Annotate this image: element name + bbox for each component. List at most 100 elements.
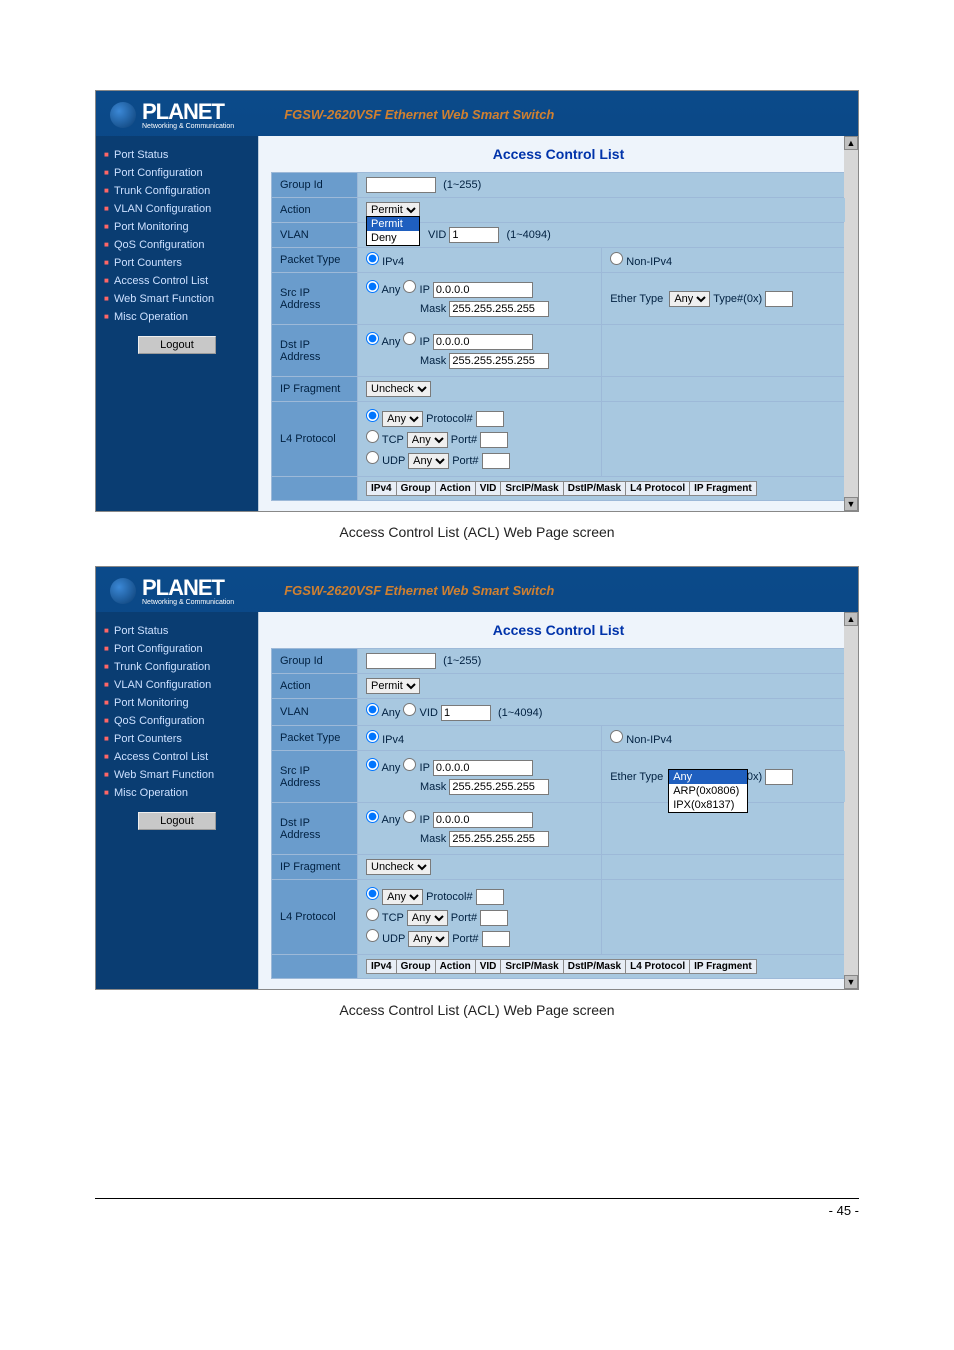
radio-dst-ip-2[interactable] <box>403 810 416 823</box>
radio-l4-any[interactable] <box>366 409 379 422</box>
label-l4-protocol-2: L4 Protocol <box>272 880 358 955</box>
acl-form: Group Id (1~255) Action Permit Permit <box>271 172 846 501</box>
radio-l4-udp-2[interactable] <box>366 929 379 942</box>
radio-vlan-vid-2[interactable] <box>403 703 416 716</box>
sidebar-item-misc[interactable]: Misc Operation <box>104 308 250 326</box>
sidebar-item-qos-config[interactable]: QoS Configuration <box>104 236 250 254</box>
dst-ip-input[interactable] <box>433 334 533 350</box>
udp-port-select[interactable]: Any <box>408 453 449 469</box>
radio-l4-tcp-2[interactable] <box>366 908 379 921</box>
type-hash-label: Type#(0x) <box>713 293 762 305</box>
brand-sub: Networking & Communication <box>142 123 234 130</box>
udp-port-label: Port# <box>452 455 478 467</box>
sidebar-item-port-monitoring-2[interactable]: Port Monitoring <box>104 694 250 712</box>
sidebar-item-vlan-config[interactable]: VLAN Configuration <box>104 200 250 218</box>
udp-text-2: UDP <box>382 933 405 945</box>
src-ip-input[interactable] <box>433 282 533 298</box>
option-deny[interactable]: Deny <box>367 231 419 245</box>
type-hash-input-2[interactable] <box>765 769 793 785</box>
label-vlan: VLAN <box>272 223 358 248</box>
sidebar-item-port-status-2[interactable]: Port Status <box>104 622 250 640</box>
action-dropdown-open[interactable]: Permit Deny <box>366 216 420 246</box>
sidebar-item-trunk-config[interactable]: Trunk Configuration <box>104 182 250 200</box>
sidebar-item-port-config[interactable]: Port Configuration <box>104 164 250 182</box>
ip-fragment-select-2[interactable]: Uncheck <box>366 859 431 875</box>
type-hash-input[interactable] <box>765 291 793 307</box>
sidebar-item-port-counters[interactable]: Port Counters <box>104 254 250 272</box>
option-ether-ipx[interactable]: IPX(0x8137) <box>669 798 747 812</box>
radio-l4-udp[interactable] <box>366 451 379 464</box>
sidebar-item-port-config-2[interactable]: Port Configuration <box>104 640 250 658</box>
radio-ipv4[interactable] <box>366 252 379 265</box>
scrollbar-2[interactable]: ▲ ▼ <box>844 612 858 989</box>
src-ip-text: IP <box>420 284 430 296</box>
sidebar-item-acl-2[interactable]: Access Control List <box>104 748 250 766</box>
sidebar-item-vlan-config-2[interactable]: VLAN Configuration <box>104 676 250 694</box>
sidebar-item-misc-2[interactable]: Misc Operation <box>104 784 250 802</box>
logout-button-2[interactable]: Logout <box>138 812 216 830</box>
tcp-port-select[interactable]: Any <box>407 432 448 448</box>
sidebar-item-web-smart-2[interactable]: Web Smart Function <box>104 766 250 784</box>
sidebar-item-port-status[interactable]: Port Status <box>104 146 250 164</box>
scroll-down-icon-2[interactable]: ▼ <box>844 975 858 989</box>
col-vid: VID <box>475 482 501 496</box>
radio-dst-ip[interactable] <box>403 332 416 345</box>
group-id-input[interactable] <box>366 177 436 193</box>
action-select-2[interactable]: Permit <box>366 678 420 694</box>
radio-l4-any-2[interactable] <box>366 887 379 900</box>
sidebar-item-web-smart[interactable]: Web Smart Function <box>104 290 250 308</box>
scroll-down-icon[interactable]: ▼ <box>844 497 858 511</box>
scrollbar[interactable]: ▲ ▼ <box>844 136 858 511</box>
udp-port-input-2[interactable] <box>482 931 510 947</box>
radio-dst-any-2[interactable] <box>366 810 379 823</box>
label-vlan-2: VLAN <box>272 699 358 726</box>
src-ip-input-2[interactable] <box>433 760 533 776</box>
l4-any-select[interactable]: Any <box>382 411 423 427</box>
l4-any-select-2[interactable]: Any <box>382 889 423 905</box>
udp-port-input[interactable] <box>482 453 510 469</box>
logout-button[interactable]: Logout <box>138 336 216 354</box>
radio-src-ip-2[interactable] <box>403 758 416 771</box>
src-mask-input[interactable] <box>449 301 549 317</box>
ether-type-dropdown-open[interactable]: Any ARP(0x0806) IPX(0x8137) <box>668 769 748 813</box>
radio-dst-any[interactable] <box>366 332 379 345</box>
sidebar-2: Port Status Port Configuration Trunk Con… <box>96 612 258 989</box>
scroll-up-icon-2[interactable]: ▲ <box>844 612 858 626</box>
vid-input-2[interactable] <box>441 705 491 721</box>
tcp-port-select-2[interactable]: Any <box>407 910 448 926</box>
radio-non-ipv4[interactable] <box>610 252 623 265</box>
ip-fragment-select[interactable]: Uncheck <box>366 381 431 397</box>
scroll-up-icon[interactable]: ▲ <box>844 136 858 150</box>
radio-vlan-any-2[interactable] <box>366 703 379 716</box>
dst-mask-input-2[interactable] <box>449 831 549 847</box>
radio-src-ip[interactable] <box>403 280 416 293</box>
ether-type-select[interactable]: Any <box>669 291 710 307</box>
option-ether-any[interactable]: Any <box>669 770 747 784</box>
ipv4-text-2: IPv4 <box>382 734 404 746</box>
header-2: PLANET Networking & Communication FGSW-2… <box>96 567 858 612</box>
src-mask-input-2[interactable] <box>449 779 549 795</box>
udp-port-label-2: Port# <box>452 933 478 945</box>
tcp-port-input-2[interactable] <box>480 910 508 926</box>
option-ether-arp[interactable]: ARP(0x0806) <box>669 784 747 798</box>
radio-ipv4-2[interactable] <box>366 730 379 743</box>
dst-mask-input[interactable] <box>449 353 549 369</box>
sidebar-item-port-counters-2[interactable]: Port Counters <box>104 730 250 748</box>
protocol-hash-input-2[interactable] <box>476 889 504 905</box>
sidebar-item-trunk-config-2[interactable]: Trunk Configuration <box>104 658 250 676</box>
option-permit[interactable]: Permit <box>367 217 419 231</box>
udp-port-select-2[interactable]: Any <box>408 931 449 947</box>
sidebar-item-qos-config-2[interactable]: QoS Configuration <box>104 712 250 730</box>
sidebar-item-acl[interactable]: Access Control List <box>104 272 250 290</box>
sidebar-item-port-monitoring[interactable]: Port Monitoring <box>104 218 250 236</box>
dst-ip-input-2[interactable] <box>433 812 533 828</box>
ether-type-label-2: Ether Type <box>610 771 663 783</box>
radio-l4-tcp[interactable] <box>366 430 379 443</box>
group-id-input-2[interactable] <box>366 653 436 669</box>
protocol-hash-input[interactable] <box>476 411 504 427</box>
radio-src-any-2[interactable] <box>366 758 379 771</box>
radio-src-any[interactable] <box>366 280 379 293</box>
vid-input[interactable] <box>449 227 499 243</box>
radio-non-ipv4-2[interactable] <box>610 730 623 743</box>
tcp-port-input[interactable] <box>480 432 508 448</box>
